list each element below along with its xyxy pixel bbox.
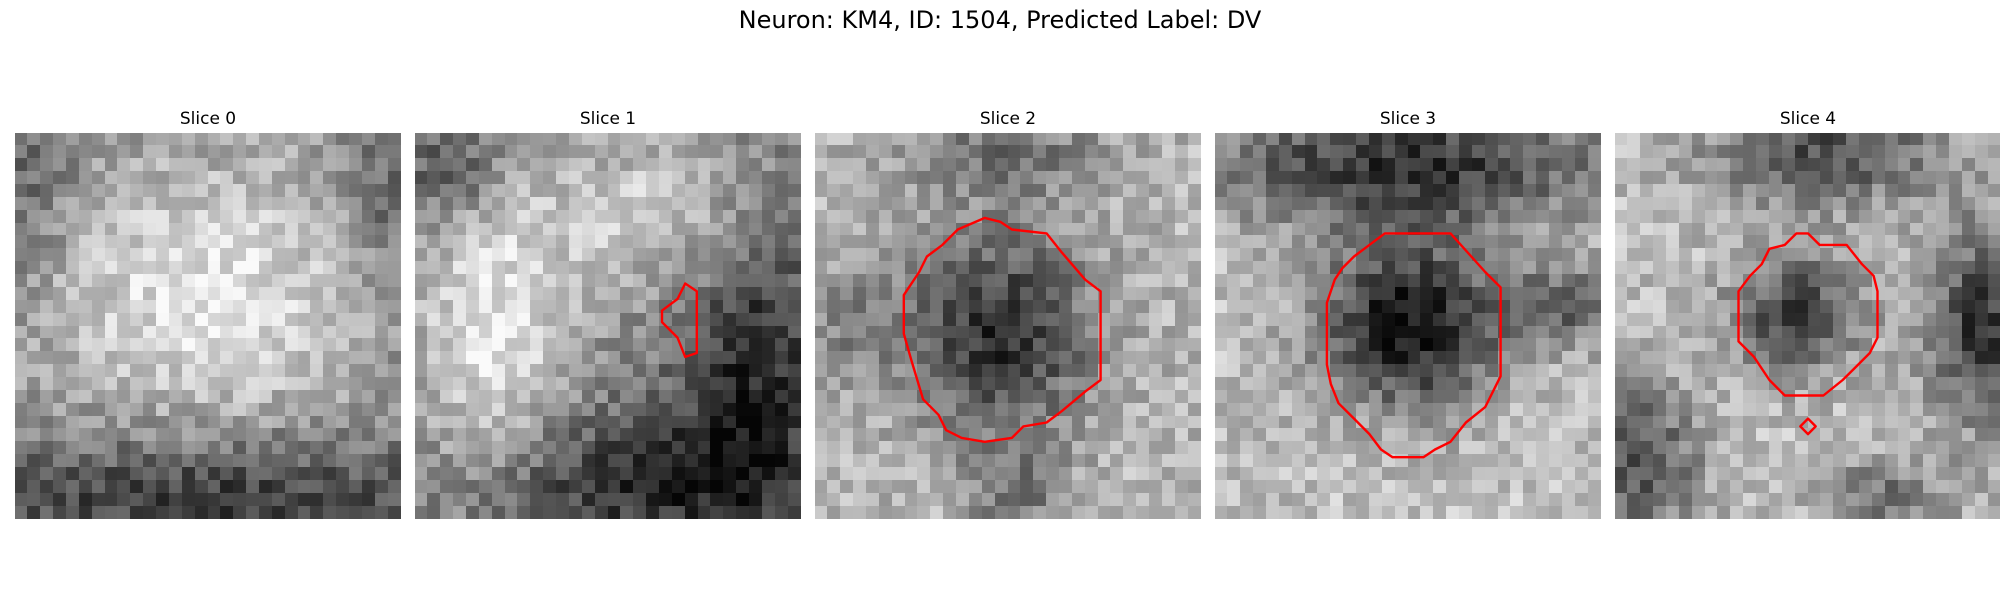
slice-image [15, 133, 401, 519]
contour-overlay [15, 133, 401, 519]
contour-overlay [660, 282, 698, 359]
segmentation-contour [902, 216, 1102, 443]
slice-image-container [1215, 133, 1601, 519]
slice-panel-4: Slice 4 [1615, 109, 2000, 529]
slice-image-container [1615, 133, 2000, 519]
segmentation-contour [660, 282, 698, 359]
segmentation-contour [1799, 417, 1817, 436]
segmentation-contour [1737, 232, 1879, 397]
slice-title: Slice 1 [579, 109, 637, 129]
contour-overlay [1737, 232, 1879, 436]
slice-title: Slice 3 [1379, 109, 1437, 129]
slice-title: Slice 4 [1779, 109, 1837, 129]
slice-panel-3: Slice 3 [1215, 109, 1601, 529]
slice-title: Slice 0 [179, 109, 237, 129]
segmentation-contour [1325, 232, 1502, 459]
contour-overlay [1325, 232, 1502, 459]
slice-image [1615, 133, 2000, 519]
slice-panel-1: Slice 1 [415, 109, 801, 529]
slice-image-container [415, 133, 801, 519]
figure-title: Neuron: KM4, ID: 1504, Predicted Label: … [738, 6, 1262, 34]
slice-image [815, 133, 1201, 519]
slice-panel-2: Slice 2 [815, 109, 1201, 529]
slice-image [415, 133, 801, 519]
slice-panel-0: Slice 0 [15, 109, 401, 529]
slice-image [1215, 133, 1601, 519]
slice-image-container [15, 133, 401, 519]
slice-title: Slice 2 [979, 109, 1037, 129]
contour-overlay [902, 216, 1102, 443]
slice-image-container [815, 133, 1201, 519]
